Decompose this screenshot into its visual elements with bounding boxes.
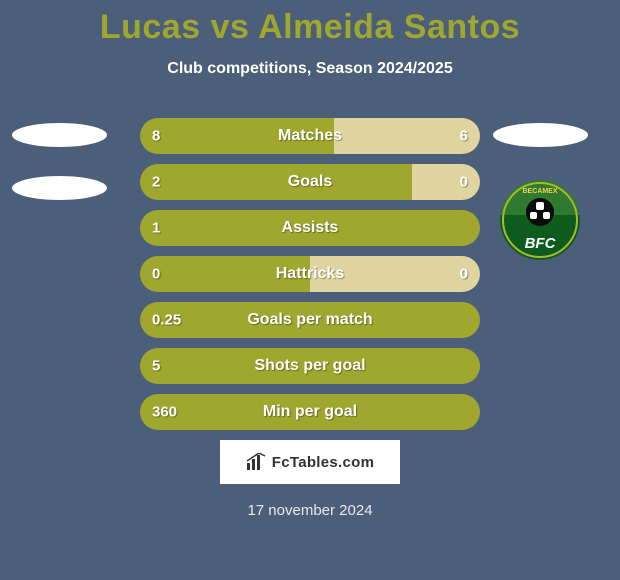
comparison-bars: 86Matches20Goals1Assists00Hattricks0.25G… bbox=[140, 118, 480, 440]
player-right-crest: BECAMEX BFC bbox=[500, 180, 580, 260]
stat-value-left: 1 bbox=[152, 220, 160, 237]
stat-bar-right bbox=[412, 164, 480, 200]
footer-date: 17 november 2024 bbox=[0, 502, 620, 519]
crest-subtext: BECAMEX bbox=[500, 188, 580, 195]
stat-row: 20Goals bbox=[140, 164, 480, 200]
stat-bar-left bbox=[140, 164, 412, 200]
page-title: Lucas vs Almeida Santos bbox=[0, 8, 620, 47]
crest-text: BFC bbox=[500, 235, 580, 252]
stat-value-right: 0 bbox=[460, 266, 468, 283]
stat-bar-left bbox=[140, 118, 334, 154]
stat-value-left: 360 bbox=[152, 404, 177, 421]
brand-badge: FcTables.com bbox=[220, 440, 400, 484]
stat-row: 1Assists bbox=[140, 210, 480, 246]
stat-bar-left bbox=[140, 348, 480, 384]
stat-value-left: 8 bbox=[152, 128, 160, 145]
player-right-ellipse-1 bbox=[493, 123, 588, 147]
stat-bar-right bbox=[310, 256, 480, 292]
stat-bar-left bbox=[140, 210, 480, 246]
stat-bar-left bbox=[140, 394, 480, 430]
stat-value-left: 5 bbox=[152, 358, 160, 375]
player-left-ellipse-2 bbox=[12, 176, 107, 200]
stat-bar-left bbox=[140, 256, 310, 292]
bar-chart-icon bbox=[246, 453, 266, 471]
stat-value-left: 0.25 bbox=[152, 312, 181, 329]
stat-row: 86Matches bbox=[140, 118, 480, 154]
stat-row: 0.25Goals per match bbox=[140, 302, 480, 338]
stat-value-right: 6 bbox=[460, 128, 468, 145]
stat-row: 360Min per goal bbox=[140, 394, 480, 430]
stat-bar-right bbox=[334, 118, 480, 154]
stat-row: 5Shots per goal bbox=[140, 348, 480, 384]
stat-row: 00Hattricks bbox=[140, 256, 480, 292]
page-subtitle: Club competitions, Season 2024/2025 bbox=[0, 60, 620, 78]
stat-value-right: 0 bbox=[460, 174, 468, 191]
comparison-infographic: Lucas vs Almeida Santos Club competition… bbox=[0, 0, 620, 580]
player-left-ellipse-1 bbox=[12, 123, 107, 147]
stat-value-left: 0 bbox=[152, 266, 160, 283]
brand-text: FcTables.com bbox=[272, 454, 375, 471]
stat-bar-left bbox=[140, 302, 480, 338]
stat-value-left: 2 bbox=[152, 174, 160, 191]
